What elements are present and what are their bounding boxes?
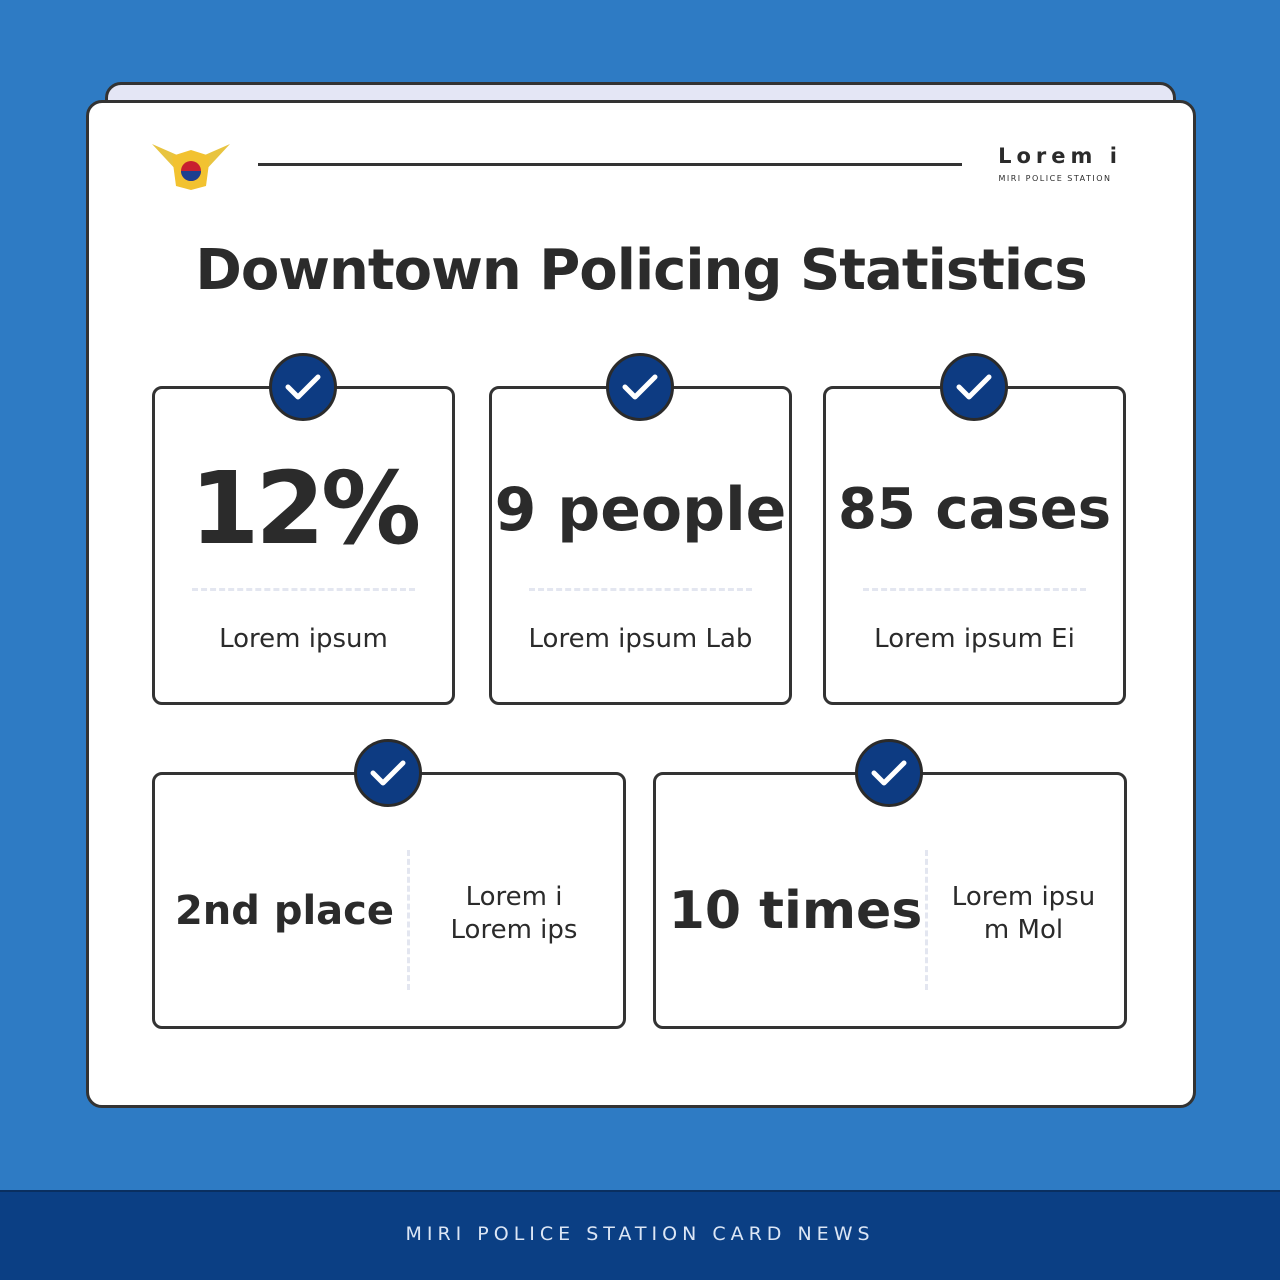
stat-label: Lorem i — [465, 882, 563, 912]
header-rule — [258, 163, 962, 166]
logo — [152, 144, 230, 190]
stat-value: 10 times — [668, 880, 923, 941]
check-icon — [285, 374, 321, 400]
stat-label: Lorem ipsum Ei — [874, 624, 1075, 654]
stat-value: 12% — [189, 450, 421, 567]
divider — [529, 588, 752, 591]
check-icon — [370, 760, 406, 786]
stat-value: 85 cases — [837, 477, 1112, 543]
divider — [192, 588, 415, 591]
check-icon — [956, 374, 992, 400]
stat-label: Lorem ipsu — [951, 882, 1096, 912]
check-badge — [940, 353, 1008, 421]
stat-card — [653, 772, 1127, 1029]
footer-text: MIRI POLICE STATION CARD NEWS — [405, 1223, 875, 1245]
stat-label: Lorem ipsum — [219, 624, 388, 654]
check-badge — [855, 739, 923, 807]
brand-subtitle: MIRI POLICE STATION — [998, 174, 1112, 183]
check-badge — [269, 353, 337, 421]
stat-label: Lorem ipsum Lab — [528, 624, 753, 654]
stat-card — [489, 386, 792, 705]
check-icon — [871, 760, 907, 786]
divider — [863, 588, 1086, 591]
brand: Lorem i — [998, 144, 1122, 168]
check-badge — [606, 353, 674, 421]
footer-band — [0, 1190, 1280, 1280]
stat-label: m Mol — [983, 915, 1064, 945]
stat-value: 9 people — [494, 474, 787, 545]
stat-card — [152, 772, 626, 1029]
check-badge — [354, 739, 422, 807]
divider — [407, 850, 410, 990]
stat-label: Lorem ips — [450, 915, 578, 945]
title: Downtown Policing Statistics — [195, 238, 1087, 303]
stat-value: 2nd place — [174, 888, 395, 935]
check-icon — [622, 374, 658, 400]
stat-card — [823, 386, 1126, 705]
divider — [925, 850, 928, 990]
